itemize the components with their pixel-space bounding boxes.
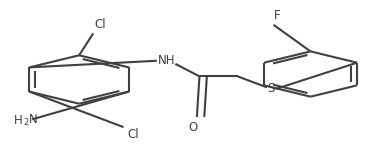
Text: F: F (274, 9, 280, 22)
Text: O: O (188, 121, 198, 134)
Text: NH: NH (157, 54, 175, 67)
Text: $_2$N: $_2$N (23, 113, 38, 128)
Text: H: H (14, 114, 23, 127)
Text: S: S (267, 82, 274, 95)
Text: Cl: Cl (95, 17, 106, 31)
Text: Cl: Cl (127, 128, 139, 142)
